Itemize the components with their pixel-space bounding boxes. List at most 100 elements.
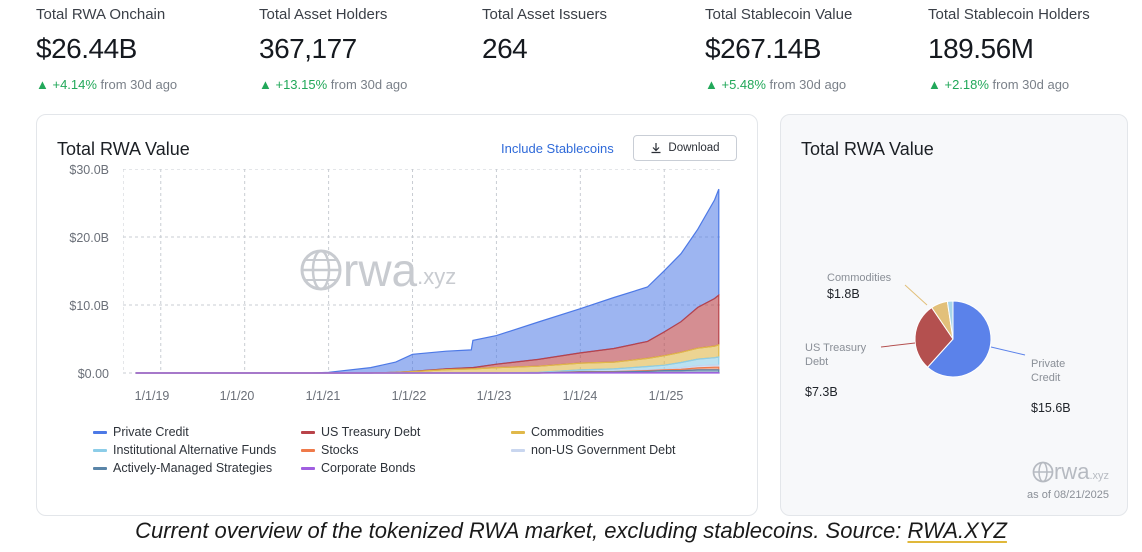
pie-slice-private-credit[interactable] [926,300,992,378]
watermark-text: rwa [1053,459,1090,484]
pie-label-value: $1.8B [827,287,860,301]
stat-label: Total Asset Holders [259,6,388,23]
caption-source-link[interactable]: RWA.XYZ [907,518,1007,543]
x-tick-label: 1/1/21 [305,389,341,403]
legend-label: US Treasury Debt [321,425,421,439]
pie-leader-line [990,346,1026,356]
stat-total-rwa-onchain: Total RWA Onchain $26.44B ▲ +4.14% from … [36,6,256,92]
pie-label-private-credit: Private Credit $15.6B [1031,343,1111,429]
y-tick-label: $0.00 [77,367,109,381]
stat-total-stablecoin-holders: Total Stablecoin Holders 189.56M ▲ +2.18… [928,6,1142,92]
pie-label-name: US Treasury Debt [805,342,867,368]
stat-total-asset-issuers: Total Asset Issuers 264 [482,6,702,65]
stat-change: ▲ +5.48% from 30d ago [705,77,925,92]
change-suffix: from 30d ago [327,77,408,92]
stat-value: $26.44B [36,33,137,64]
rwa-watermark: rwa .xyz [299,243,456,297]
chart-title: Total RWA Value [57,139,190,159]
legend-label: Stocks [321,443,359,457]
legend-item-corporate-bonds[interactable]: Corporate Bonds [301,461,416,475]
legend-item-us-treasury-debt[interactable]: US Treasury Debt [301,425,420,439]
stats-bar: Total RWA Onchain $26.44B ▲ +4.14% from … [0,0,1142,108]
stat-label: Total RWA Onchain [36,6,166,23]
pie-leader-line [904,284,928,306]
figure-caption: Current overview of the tokenized RWA ma… [0,518,1142,544]
pie-label-value: $15.6B [1031,401,1071,415]
stat-total-asset-holders: Total Asset Holders 367,177 ▲ +13.15% fr… [259,6,479,92]
watermark-text: rwa [343,244,418,296]
legend-swatch [301,430,315,434]
x-tick-label: 1/1/19 [134,389,170,403]
legend-swatch [93,466,107,470]
area-chart [123,169,723,374]
pie-leader-line [880,342,916,348]
legend-item-actively-managed-strategies[interactable]: Actively-Managed Strategies [93,461,272,475]
change-up: ▲ +13.15% [259,77,328,92]
rwa-watermark-small: rwa .xyz [1032,459,1109,485]
x-tick-label: 1/1/24 [562,389,598,403]
watermark-suffix: .xyz [1089,470,1109,482]
stat-label: Total Stablecoin Holders [928,6,1090,23]
y-tick-label: $20.0B [69,231,109,245]
pie-slice-us-treasury-debt[interactable] [914,306,954,368]
legend-item-commodities[interactable]: Commodities [511,425,604,439]
download-button[interactable]: Download [633,135,737,161]
watermark-suffix: .xyz [417,264,457,289]
stat-value: $267.14B [705,33,821,64]
globe-icon [300,249,342,291]
change-up: ▲ +2.18% [928,77,989,92]
legend-swatch [511,430,525,434]
legend-label: non-US Government Debt [531,443,676,457]
stat-total-stablecoin-value: Total Stablecoin Value $267.14B ▲ +5.48%… [705,6,925,92]
rwa-value-chart-card: Total RWA Value Include Stablecoins Down… [36,114,758,516]
pie-label-name: Private Credit [1031,358,1066,384]
download-icon [651,143,661,154]
legend-label: Institutional Alternative Funds [113,443,277,457]
pie-label-commodities: Commodities $1.8B [827,271,891,301]
x-tick-label: 1/1/23 [476,389,512,403]
x-tick-label: 1/1/20 [219,389,255,403]
stat-label: Total Stablecoin Value [705,6,853,23]
stat-value: 189.56M [928,33,1034,64]
legend-label: Private Credit [113,425,189,439]
pie-label-us-treasury-debt: US Treasury Debt $7.3B [805,327,895,413]
legend-item-private-credit[interactable]: Private Credit [93,425,189,439]
change-up: ▲ +5.48% [705,77,766,92]
x-tick-label: 1/1/25 [648,389,684,403]
include-stablecoins-link[interactable]: Include Stablecoins [501,141,614,156]
x-tick-label: 1/1/22 [391,389,427,403]
pie-label-value: $7.3B [805,385,838,399]
legend-swatch [301,448,315,452]
rwa-pie-card: Total RWA Value Commodities $1.8B US Tre… [780,114,1128,516]
legend-item-institutional-alternative-funds[interactable]: Institutional Alternative Funds [93,443,276,457]
download-label: Download [668,142,720,154]
stat-value: 367,177 [259,33,357,64]
stat-change: ▲ +13.15% from 30d ago [259,77,479,92]
as-of-date: as of 08/21/2025 [1027,489,1109,501]
legend-label: Commodities [531,425,604,439]
legend-label: Corporate Bonds [321,461,416,475]
legend-swatch [511,448,525,452]
stat-change: ▲ +4.14% from 30d ago [36,77,256,92]
pie-title: Total RWA Value [801,139,934,159]
legend-swatch [93,430,107,434]
stat-change: ▲ +2.18% from 30d ago [928,77,1142,92]
change-up: ▲ +4.14% [36,77,97,92]
pie-chart [880,284,1026,378]
change-suffix: from 30d ago [988,77,1070,92]
legend-item-stocks[interactable]: Stocks [301,443,359,457]
legend-label: Actively-Managed Strategies [113,461,273,475]
y-tick-label: $10.0B [69,299,109,313]
legend-swatch [301,466,315,470]
stat-label: Total Asset Issuers [482,6,608,23]
pie-slice-other[interactable] [946,300,954,340]
change-suffix: from 30d ago [765,77,847,92]
globe-icon [1032,461,1054,483]
y-tick-label: $30.0B [69,163,109,177]
pie-label-name: Commodities [827,272,892,284]
change-suffix: from 30d ago [96,77,178,92]
stat-value: 264 [482,33,528,64]
legend-swatch [93,448,107,452]
caption-text: Current overview of the tokenized RWA ma… [135,518,908,543]
legend-item-non-us-government-debt[interactable]: non-US Government Debt [511,443,676,457]
